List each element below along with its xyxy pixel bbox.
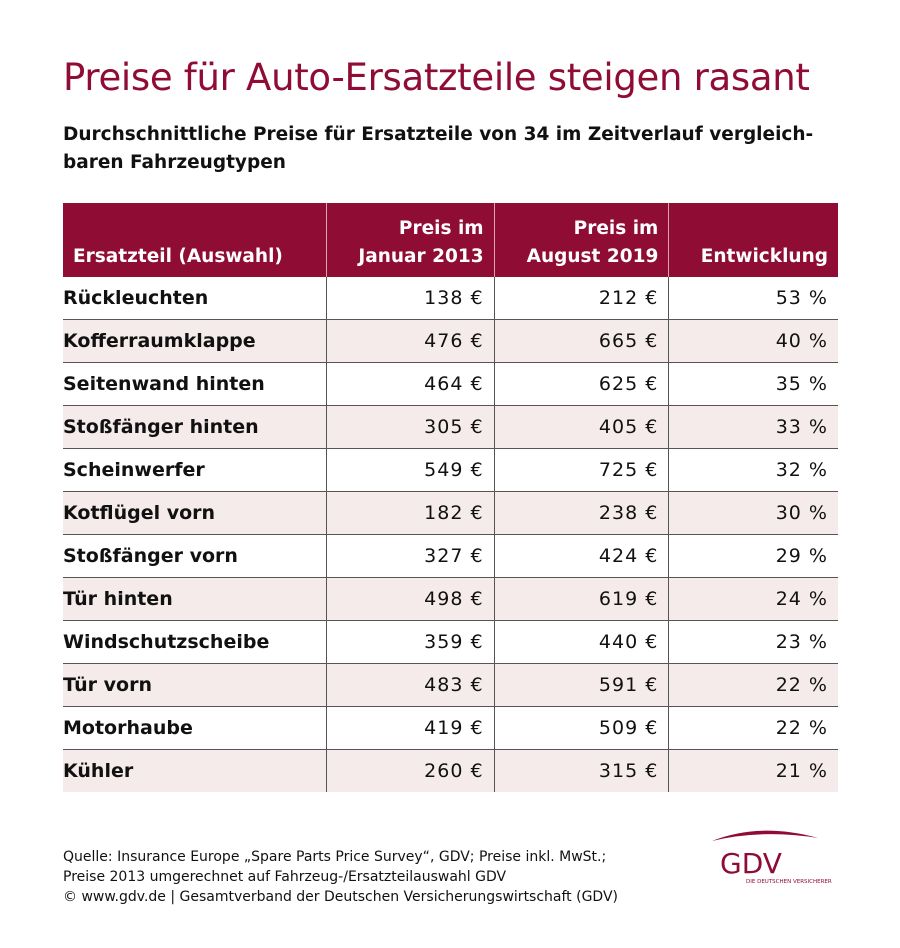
change-percent: 32 % — [668, 448, 838, 492]
change-percent: 33 % — [668, 405, 838, 449]
table-row: Rückleuchten 138 €212 €53 % — [63, 277, 838, 320]
table-row: Seitenwand hinten 464 €625 €35 % — [63, 362, 838, 406]
price-2019: 424 € — [493, 534, 669, 578]
footer: Quelle: Insurance Europe „Spare Parts Pr… — [63, 847, 618, 907]
price-2013: 549 € — [326, 448, 495, 492]
table-row: Stoßfänger vorn 327 €424 €29 % — [63, 534, 838, 578]
price-2019: 619 € — [493, 577, 669, 621]
change-percent: 30 % — [668, 491, 838, 535]
part-name: Stoßfänger vorn — [63, 534, 327, 578]
change-percent: 24 % — [668, 577, 838, 621]
price-2019: 625 € — [493, 362, 669, 406]
price-table: Ersatzteil (Auswahl) Preis im Januar 2013 P… — [63, 203, 838, 792]
price-2013: 498 € — [326, 577, 495, 621]
part-name: Windschutzscheibe — [63, 620, 327, 664]
svg-text:DIE DEUTSCHEN VERSICHERER: DIE DEUTSCHEN VERSICHERER — [746, 879, 832, 885]
source-note: Quelle: Insurance Europe „Spare Parts Pr… — [63, 849, 607, 865]
price-2013: 483 € — [326, 663, 495, 707]
price-2013: 359 € — [326, 620, 495, 664]
column-header-line: Preis im — [398, 218, 484, 239]
price-2013: 327 € — [326, 534, 495, 578]
price-2019: 212 € — [493, 277, 669, 320]
source-note: Preise 2013 umgerechnet auf Fahrzeug-/Er… — [63, 869, 507, 885]
price-2019: 238 € — [493, 491, 669, 535]
change-percent: 53 % — [668, 277, 838, 320]
price-2013: 464 € — [326, 362, 495, 406]
price-2019: 315 € — [493, 749, 669, 792]
gdv-logo: GDV DIE DEUTSCHEN VERSICHERER — [712, 830, 832, 885]
table-header: Ersatzteil (Auswahl) Preis im Januar 2013 P… — [63, 203, 838, 277]
part-name: Kofferraumklappe — [63, 319, 327, 363]
price-2013: 260 € — [326, 749, 495, 792]
price-2019: 665 € — [493, 319, 669, 363]
svg-text:GDV: GDV — [720, 847, 782, 880]
part-name: Tür vorn — [63, 663, 327, 707]
part-name: Seitenwand hinten — [63, 362, 327, 406]
part-name: Stoßfänger hinten — [63, 405, 327, 449]
table-row: Tür vorn 483 €591 €22 % — [63, 663, 838, 707]
table-row: Motorhaube 419 €509 €22 % — [63, 706, 838, 750]
change-percent: 29 % — [668, 534, 838, 578]
table-row: Kofferraumklappe 476 €665 €40 % — [63, 319, 838, 363]
column-header: Entwicklung — [668, 203, 838, 277]
subtitle-line: baren Fahrzeugtypen — [63, 152, 286, 173]
subtitle: Durchschnittliche Preise für Ersatzteile… — [63, 121, 843, 177]
part-name: Kotflügel vorn — [63, 491, 327, 535]
table-row: Stoßfänger hinten 305 €405 €33 % — [63, 405, 838, 449]
change-percent: 35 % — [668, 362, 838, 406]
price-2019: 509 € — [493, 706, 669, 750]
table-row: Kühler 260 €315 €21 % — [63, 749, 838, 792]
price-2013: 419 € — [326, 706, 495, 750]
table-row: Scheinwerfer 549 €725 €32 % — [63, 448, 838, 492]
table-row: Kotflügel vorn 182 €238 €30 % — [63, 491, 838, 535]
table-row: Tür hinten 498 €619 €24 % — [63, 577, 838, 621]
price-2013: 138 € — [326, 277, 495, 320]
part-name: Kühler — [63, 749, 327, 792]
price-2013: 182 € — [326, 491, 495, 535]
change-percent: 40 % — [668, 319, 838, 363]
change-percent: 22 % — [668, 663, 838, 707]
price-2013: 305 € — [326, 405, 495, 449]
price-2019: 405 € — [493, 405, 669, 449]
copyright: © www.gdv.de | Gesamtverband der Deutsch… — [63, 889, 619, 905]
column-header-line: Januar 2013 — [358, 246, 484, 267]
change-percent: 22 % — [668, 706, 838, 750]
price-2019: 591 € — [493, 663, 669, 707]
part-name: Tür hinten — [63, 577, 327, 621]
table-row: Windschutzscheibe 359 €440 €23 % — [63, 620, 838, 664]
column-header: Ersatzteil (Auswahl) — [63, 203, 327, 277]
column-header-line: August 2019 — [526, 246, 659, 267]
change-percent: 21 % — [668, 749, 838, 792]
part-name: Scheinwerfer — [63, 448, 327, 492]
part-name: Motorhaube — [63, 706, 327, 750]
price-2013: 476 € — [326, 319, 495, 363]
change-percent: 23 % — [668, 620, 838, 664]
column-header: Preis im Januar 2013 — [326, 203, 495, 277]
price-2019: 725 € — [493, 448, 669, 492]
price-2019: 440 € — [493, 620, 669, 664]
column-header-line: Entwicklung — [700, 246, 828, 267]
column-header: Preis im August 2019 — [493, 203, 669, 277]
column-header-line: Preis im — [573, 218, 659, 239]
page-title: Preise für Auto-Ersatzteile steigen rasa… — [63, 56, 810, 99]
column-header-line: Ersatzteil (Auswahl) — [73, 246, 283, 267]
part-name: Rückleuchten — [63, 277, 327, 320]
subtitle-line: Durchschnittliche Preise für Ersatzteile… — [63, 124, 814, 145]
